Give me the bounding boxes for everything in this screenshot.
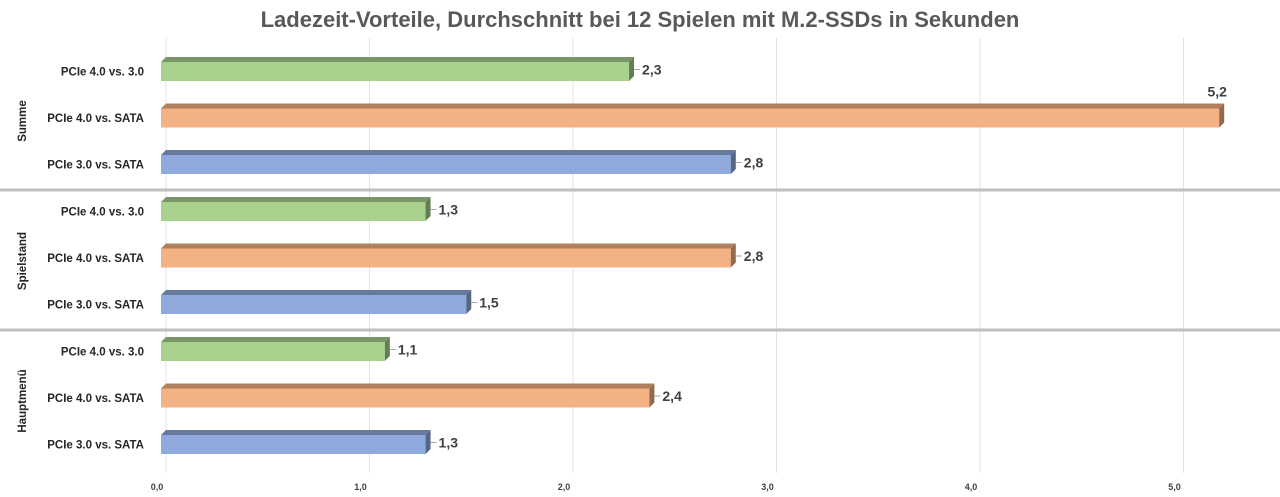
- category-label: PCIe 4.0 vs. 3.0: [61, 67, 144, 79]
- bars: [161, 57, 1225, 454]
- data-label: 2,8: [744, 155, 764, 171]
- data-label: 1,5: [479, 295, 499, 311]
- bar-top-face: [161, 57, 635, 62]
- category-label: PCIe 3.0 vs. SATA: [47, 160, 144, 172]
- labels: 0,0 1,0 2,0 3,0 4,0 5,0 Summe PCIe 4.0 vs. 3.0 2…: [17, 62, 1227, 493]
- bar-side-face: [466, 290, 472, 314]
- category-label: PCIe 4.0 vs. SATA: [47, 113, 144, 125]
- bar: [161, 295, 467, 314]
- bar-side-face: [425, 197, 431, 221]
- group-label: Summe: [17, 100, 29, 142]
- data-label: 2,4: [662, 388, 682, 404]
- bar-side-face: [425, 430, 431, 454]
- data-label: 1,1: [398, 342, 418, 358]
- chart-title: Ladezeit-Vorteile, Durchschnitt bei 12 S…: [261, 7, 1020, 32]
- bar: [161, 342, 385, 361]
- bar-top-face: [161, 103, 1225, 109]
- bar-top-face: [161, 150, 736, 155]
- bar-side-face: [1219, 103, 1225, 128]
- data-label: 2,8: [744, 248, 764, 264]
- bar: [161, 248, 731, 268]
- group-separators: [0, 188, 1280, 332]
- bar: [161, 388, 650, 408]
- x-tick-label: 1,0: [354, 482, 367, 492]
- bar-top-face: [161, 383, 655, 389]
- x-tick-label: 4,0: [965, 482, 978, 492]
- category-label: PCIe 4.0 vs. 3.0: [61, 347, 144, 359]
- bar-top-face: [161, 290, 472, 295]
- bar: [161, 108, 1220, 128]
- x-tick-label: 5,0: [1168, 482, 1181, 492]
- bar-top-face: [161, 430, 431, 435]
- x-tick-label: 3,0: [761, 482, 774, 492]
- category-label: PCIe 4.0 vs. 3.0: [61, 207, 144, 219]
- bar-side-face: [730, 150, 736, 174]
- bar-top-face: [161, 197, 431, 202]
- bar-side-face: [649, 383, 655, 408]
- data-label: 1,3: [439, 435, 459, 451]
- x-tick-label: 2,0: [558, 482, 571, 492]
- category-label: PCIe 4.0 vs. SATA: [47, 253, 144, 265]
- data-label: 1,3: [439, 202, 459, 218]
- category-label: PCIe 3.0 vs. SATA: [47, 300, 144, 312]
- category-label: PCIe 3.0 vs. SATA: [47, 440, 144, 452]
- bar: [161, 202, 426, 221]
- category-label: PCIe 4.0 vs. SATA: [47, 393, 144, 405]
- bar: [161, 62, 630, 81]
- bar-side-face: [730, 243, 736, 268]
- bar: [161, 155, 731, 174]
- group-label: Hauptmenü: [17, 369, 29, 432]
- bar-side-face: [384, 337, 390, 361]
- bar-side-face: [629, 57, 635, 81]
- group-label: Spielstand: [17, 232, 29, 290]
- data-label: 2,3: [642, 62, 662, 78]
- bar-top-face: [161, 243, 736, 249]
- bar: [161, 435, 426, 454]
- data-label: 5,2: [1207, 84, 1227, 100]
- x-tick-label: 0,0: [151, 482, 164, 492]
- bar-top-face: [161, 337, 390, 342]
